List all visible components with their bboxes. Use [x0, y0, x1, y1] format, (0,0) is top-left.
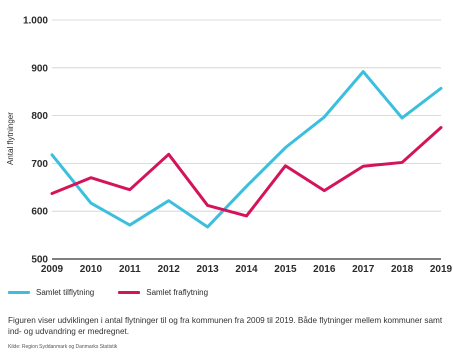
y-tick-label: 500 [31, 255, 48, 266]
x-tick-label: 2015 [274, 264, 297, 275]
y-tick-labels: 500 600 700 800 900 1.000 [23, 16, 48, 266]
y-tick-label: 700 [31, 159, 48, 170]
source-note: Kilde: Region Syddanmark og Danmarks Sta… [8, 344, 118, 350]
line-chart: 500 600 700 800 900 1.000 2009 2010 2011 2012 201… [6, 16, 453, 276]
x-tick-label: 2011 [119, 264, 141, 275]
x-tick-labels: 2009 2010 2011 2012 2013 2014 2015 2016 2017 2018… [41, 264, 453, 275]
legend-swatch-tilflytning [8, 291, 30, 294]
x-tick-label: 2013 [196, 264, 219, 275]
series-lines [50, 70, 443, 229]
x-tick-label: 2018 [391, 264, 414, 275]
legend-item-tilflytning: Samlet tilflytning [8, 288, 94, 297]
figure-caption: Figuren viser udviklingen i antal flytni… [8, 316, 443, 336]
series-line-0 [50, 70, 443, 229]
x-tick-label: 2012 [158, 264, 181, 275]
y-tick-label: 900 [31, 63, 48, 74]
legend-item-fraflytning: Samlet fraflytning [118, 288, 208, 297]
y-axis-label: Antal flytninger [6, 112, 15, 165]
legend-swatch-fraflytning [118, 291, 141, 294]
y-tick-label: 800 [31, 111, 48, 122]
legend-label-fraflytning: Samlet fraflytning [146, 288, 209, 297]
gridlines [52, 19, 441, 260]
y-tick-label: 1.000 [23, 16, 48, 27]
x-tick-label: 2014 [235, 264, 258, 275]
x-tick-label: 2019 [430, 264, 453, 275]
x-tick-label: 2009 [41, 264, 64, 275]
y-tick-label: 600 [31, 207, 48, 218]
x-tick-label: 2010 [80, 264, 103, 275]
legend: Samlet tilflytning Samlet fraflytning [8, 288, 208, 297]
x-tick-label: 2016 [313, 264, 336, 275]
x-tick-label: 2017 [352, 264, 375, 275]
series-line-1 [50, 126, 443, 218]
legend-label-tilflytning: Samlet tilflytning [36, 288, 95, 297]
